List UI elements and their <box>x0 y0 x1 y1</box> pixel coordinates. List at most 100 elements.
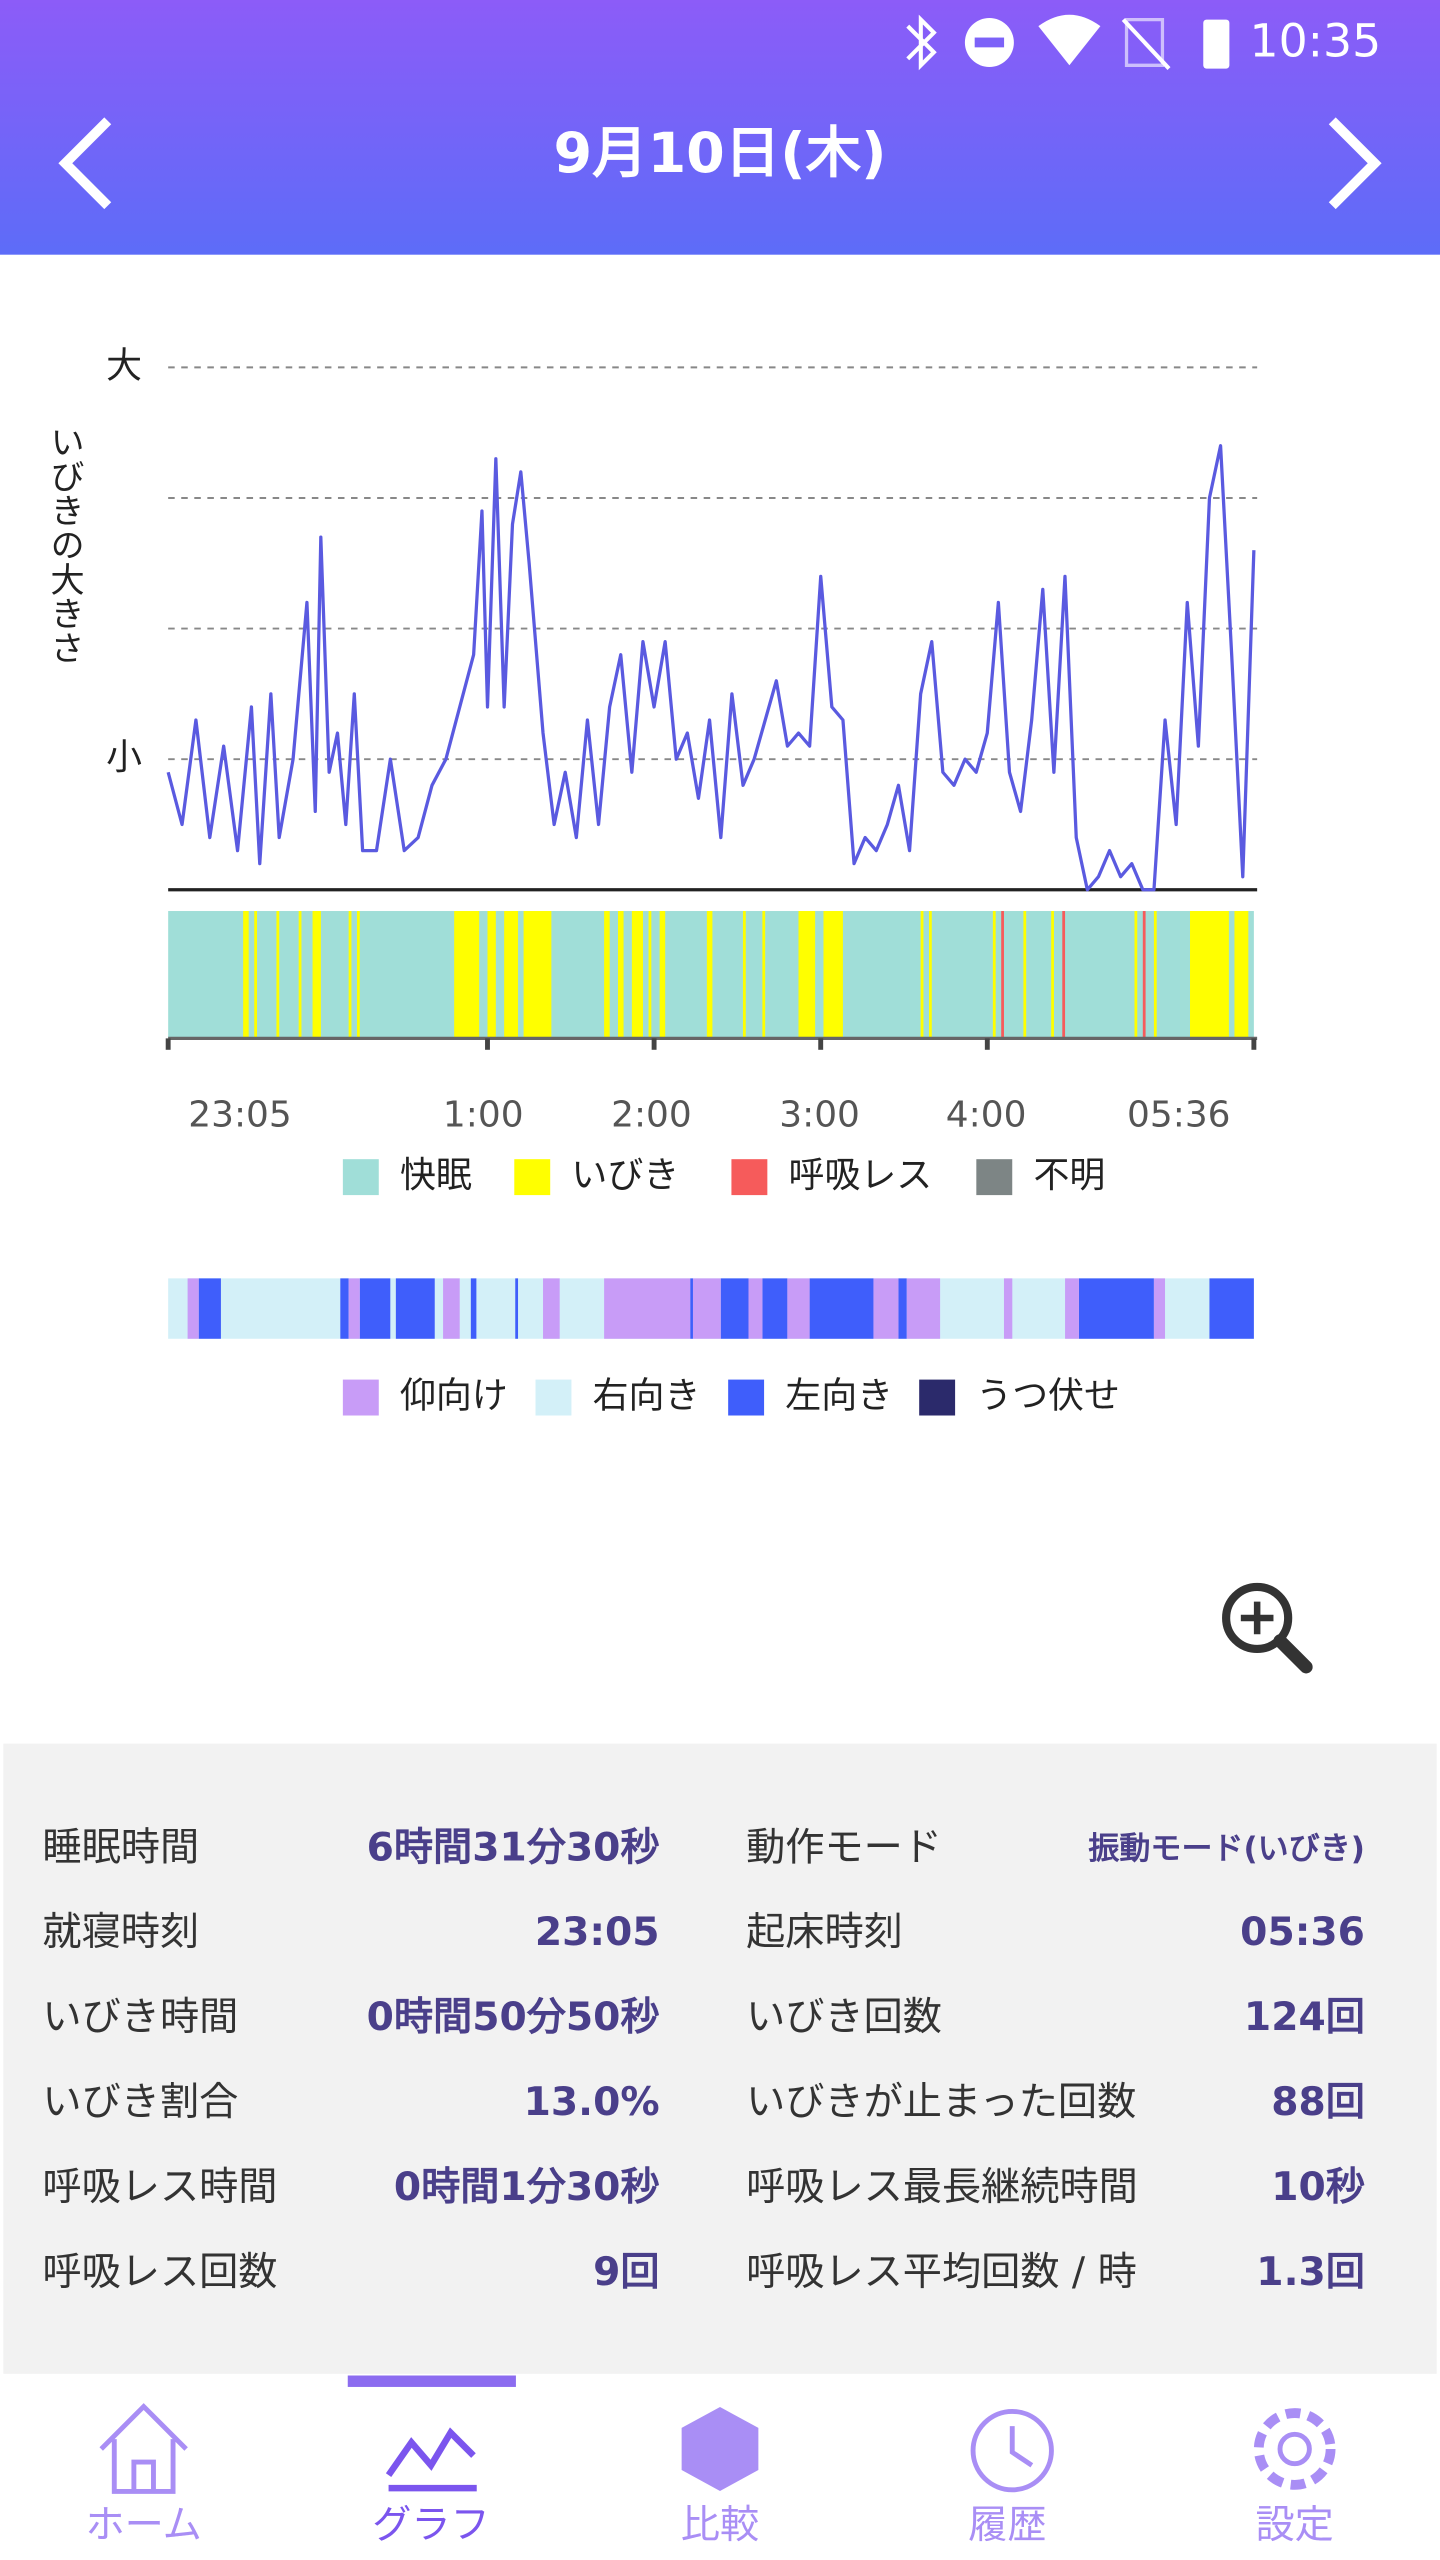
stat-value: 23:05 <box>535 1910 660 1955</box>
band-segment <box>604 1278 691 1339</box>
band-segment <box>906 1278 941 1339</box>
band-segment <box>692 1278 721 1339</box>
band-segment <box>659 911 666 1039</box>
stat-label: 睡眠時間 <box>42 1825 199 1870</box>
band-segment <box>809 1278 874 1339</box>
stat-value: 0時間50分50秒 <box>367 1995 660 2040</box>
band-segment <box>823 911 843 1039</box>
band-segment <box>1142 911 1146 1039</box>
band-segment <box>1001 911 1004 1039</box>
stat-label: 呼吸レス回数 <box>42 2250 277 2295</box>
status-time: 10:35 <box>1250 15 1382 68</box>
next-day-button[interactable] <box>1328 117 1382 210</box>
legend-swatch <box>342 1159 379 1196</box>
stat-value: 0時間1分30秒 <box>394 2165 660 2210</box>
band-segment <box>1062 911 1066 1039</box>
stat-label: いびきが止まった回数 <box>746 2080 1136 2125</box>
stat-label: 起床時刻 <box>746 1910 903 1955</box>
band-segment <box>298 911 302 1039</box>
stat-value: 6時間31分30秒 <box>367 1825 660 1870</box>
nav-label[interactable]: 比較 <box>681 2503 759 2548</box>
band-segment <box>504 911 519 1039</box>
band-segment <box>1153 911 1157 1039</box>
legend-swatch <box>342 1379 379 1416</box>
band-segment <box>873 1278 899 1339</box>
zoom-button[interactable] <box>1222 1582 1313 1674</box>
band-segment <box>243 911 249 1039</box>
band-segment <box>1209 1278 1254 1339</box>
band-segment <box>748 1278 763 1339</box>
stat-label: いびき回数 <box>746 1995 942 2040</box>
band-segment <box>348 911 352 1039</box>
band-segment <box>523 911 552 1039</box>
legend-label: 右向き <box>593 1376 701 1417</box>
band-segment <box>356 911 360 1039</box>
band-segment <box>1065 1278 1079 1339</box>
band-segment <box>631 911 643 1039</box>
stat-label: 呼吸レス時間 <box>42 2165 277 2210</box>
band-segment <box>359 1278 391 1339</box>
band-segment <box>443 1278 460 1339</box>
band-segment <box>312 911 321 1039</box>
legend-swatch <box>919 1379 956 1416</box>
x-tick-label: 2:00 <box>611 1095 692 1136</box>
nav-label[interactable]: グラフ <box>372 2503 490 2548</box>
legend-swatch <box>728 1379 765 1416</box>
nav-label[interactable]: 履歴 <box>968 2503 1046 2548</box>
stat-label: 呼吸レス最長継続時間 <box>746 2165 1138 2210</box>
band-segment <box>276 911 280 1039</box>
band-segment <box>604 911 610 1039</box>
header-bar <box>0 0 1440 255</box>
nav-label[interactable]: ホーム <box>86 2503 202 2548</box>
band-segment <box>1023 911 1027 1039</box>
stat-value: 10秒 <box>1271 2165 1365 2210</box>
band-segment <box>617 911 624 1039</box>
x-tick-label: 23:05 <box>188 1095 291 1136</box>
band-segment <box>787 1278 810 1339</box>
band-segment <box>798 911 816 1039</box>
snore-line <box>166 444 1256 892</box>
legend-label: 仰向け <box>400 1376 508 1417</box>
band-segment <box>340 1278 349 1339</box>
legend-label: 快眠 <box>400 1155 472 1196</box>
band-segment <box>720 1278 749 1339</box>
band-segment <box>470 1278 477 1339</box>
legend-swatch <box>514 1159 551 1196</box>
stat-value: 振動モード(いびき) <box>1088 1831 1364 1867</box>
x-tick-label: 4:00 <box>946 1095 1027 1136</box>
band-segment <box>454 911 480 1039</box>
band-segment <box>1134 911 1138 1039</box>
band-segment <box>198 1278 221 1339</box>
band-segment <box>648 911 652 1039</box>
legend-label: 呼吸レス <box>789 1155 933 1196</box>
legend-label: いびき <box>571 1155 679 1196</box>
band-segment <box>1234 911 1249 1039</box>
y-tick-label: 大 <box>106 345 142 386</box>
legend-label: うつ伏せ <box>976 1376 1120 1417</box>
stat-label: 動作モード <box>746 1825 942 1870</box>
y-tick-label: 小 <box>106 737 142 778</box>
legend-label: 左向き <box>785 1376 893 1417</box>
legend-label: 不明 <box>1033 1155 1105 1196</box>
header-title: 9月10日(木) <box>553 121 886 186</box>
band-segment <box>690 1278 693 1339</box>
status-icons <box>906 14 1230 71</box>
stat-value: 9回 <box>593 2250 659 2295</box>
prev-day-button[interactable] <box>58 117 112 210</box>
band-segment <box>928 911 932 1039</box>
band-segment <box>1078 1278 1154 1339</box>
nav-label[interactable]: 設定 <box>1256 2503 1334 2548</box>
stat-label: いびき割合 <box>42 2080 238 2125</box>
band-segment <box>348 1278 360 1339</box>
x-tick-label: 1:00 <box>443 1095 524 1136</box>
stat-label: 呼吸レス平均回数 / 時 <box>746 2250 1137 2295</box>
band-segment <box>898 1278 907 1339</box>
band-segment <box>254 911 258 1039</box>
legend-swatch <box>976 1159 1013 1196</box>
stat-label: いびき時間 <box>42 1995 238 2040</box>
legend-swatch <box>731 1159 768 1196</box>
x-tick-label: 3:00 <box>779 1095 860 1136</box>
band-segment <box>762 1278 788 1339</box>
band-segment <box>1003 1278 1013 1339</box>
